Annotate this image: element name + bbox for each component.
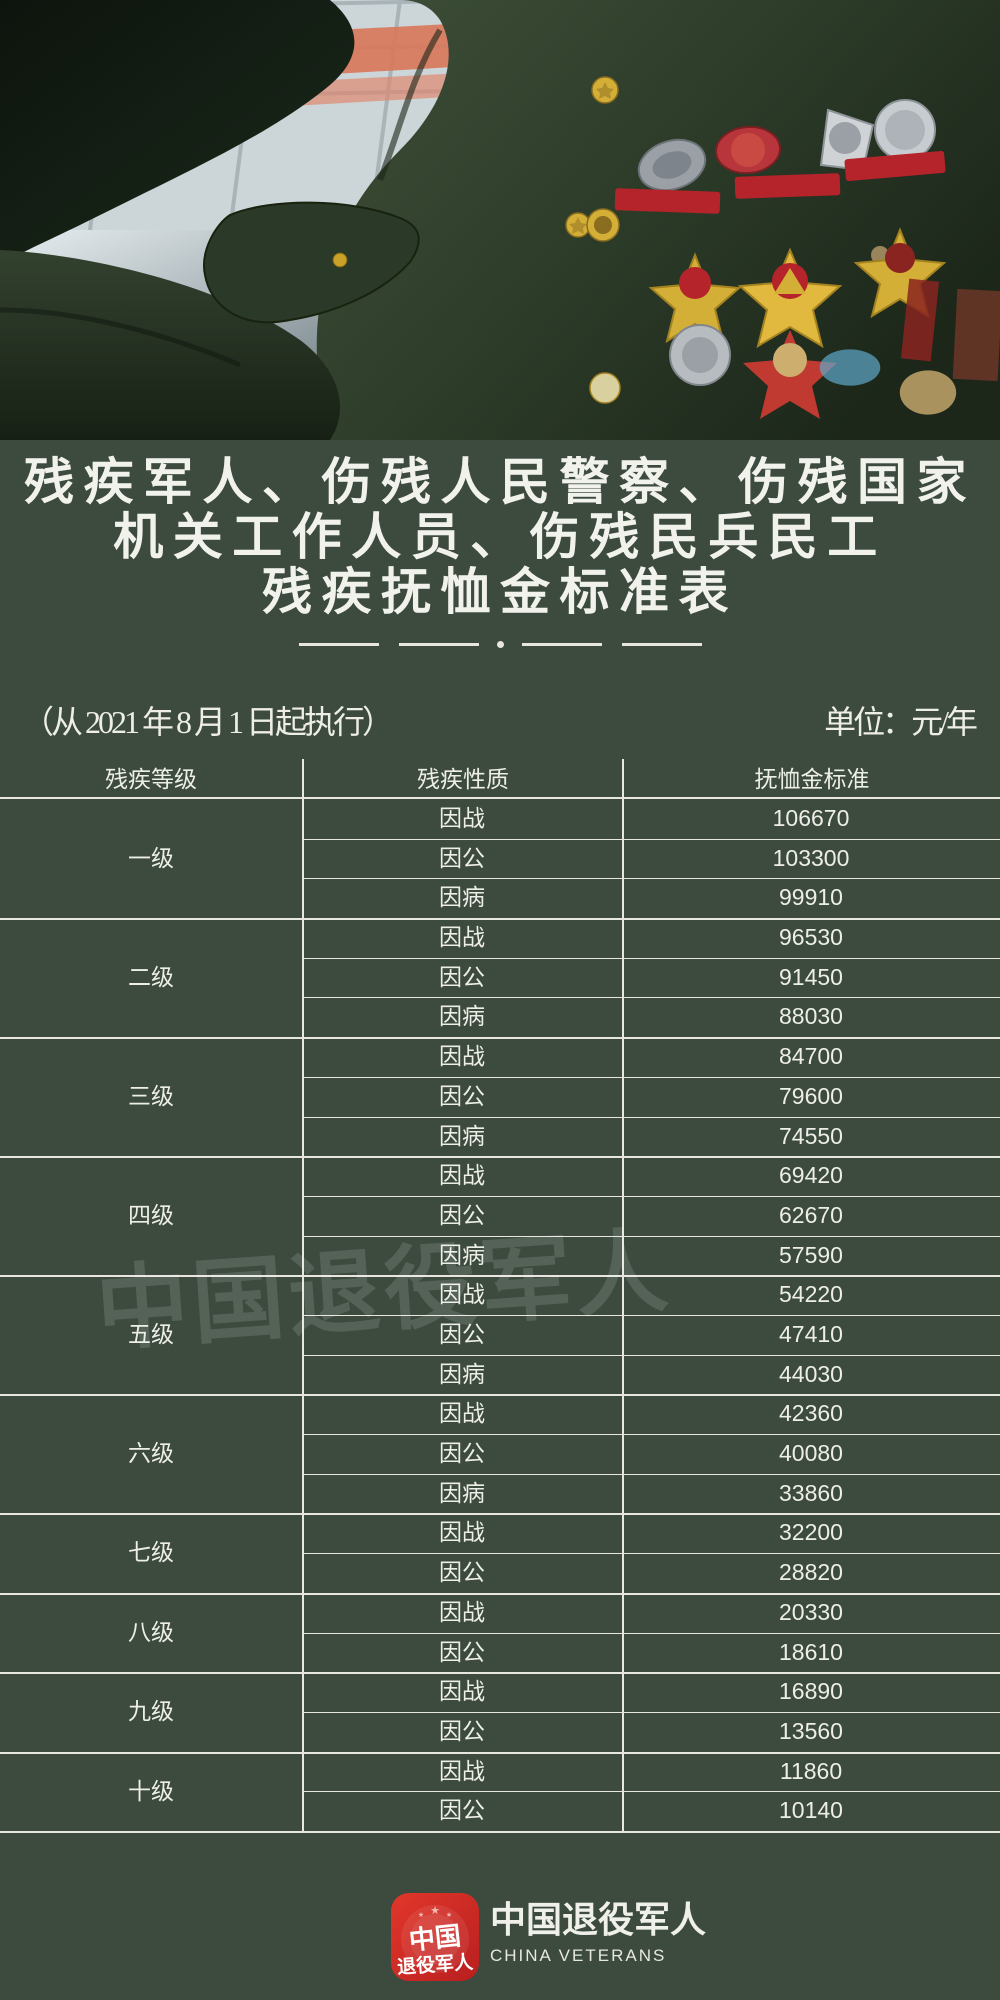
svg-text:★: ★	[446, 1911, 452, 1919]
svg-text:中国: 中国	[407, 1920, 462, 1955]
svg-text:★: ★	[430, 1905, 440, 1917]
svg-text:★: ★	[418, 1911, 424, 1919]
